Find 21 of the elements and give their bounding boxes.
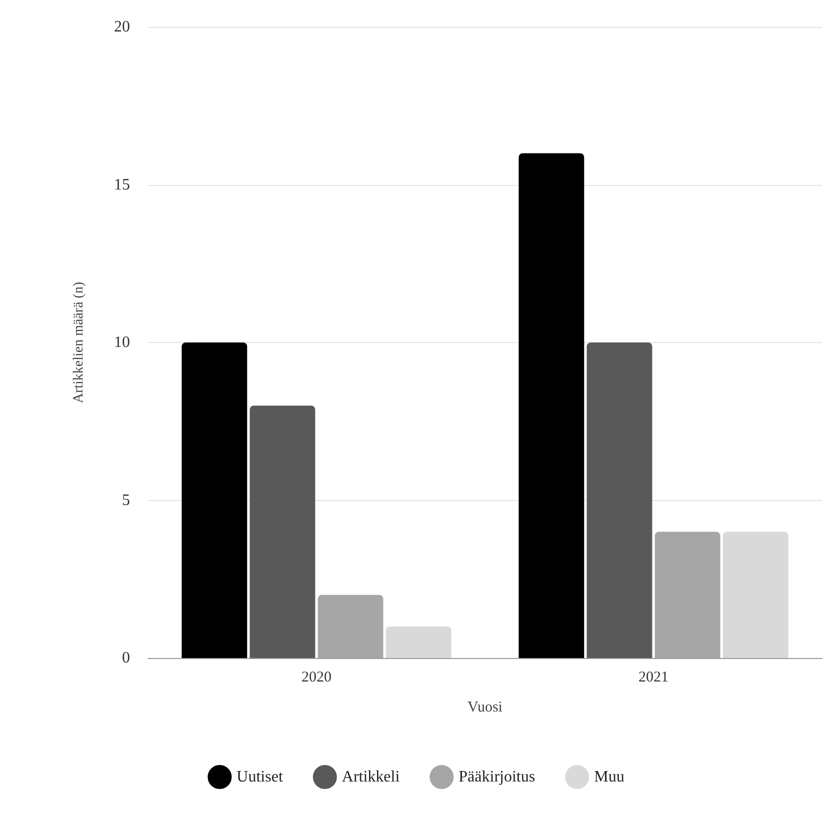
legend-label: Artikkeli <box>342 768 400 786</box>
y-tick-label: 15 <box>114 176 130 194</box>
x-axis-title: Vuosi <box>468 700 502 716</box>
bar <box>518 153 584 658</box>
bar <box>250 406 316 658</box>
y-tick-label: 5 <box>122 492 130 509</box>
bar <box>722 532 788 658</box>
legend-label: Uutiset <box>236 768 284 786</box>
bar <box>318 594 384 658</box>
y-tick-label: 20 <box>114 18 130 36</box>
legend-label: Muu <box>594 768 624 786</box>
bar <box>586 342 652 658</box>
x-tick-label: 2021 <box>638 670 668 686</box>
x-tick-label: 2020 <box>302 670 332 686</box>
bar <box>654 532 720 658</box>
y-tick-label: 10 <box>114 334 130 351</box>
y-tick-label: 0 <box>122 650 130 666</box>
legend-label: Pääkirjoitus <box>458 768 536 786</box>
bar <box>182 342 248 658</box>
bar <box>386 626 452 658</box>
y-axis-title: Artikkelien määrä (n) <box>72 282 86 404</box>
